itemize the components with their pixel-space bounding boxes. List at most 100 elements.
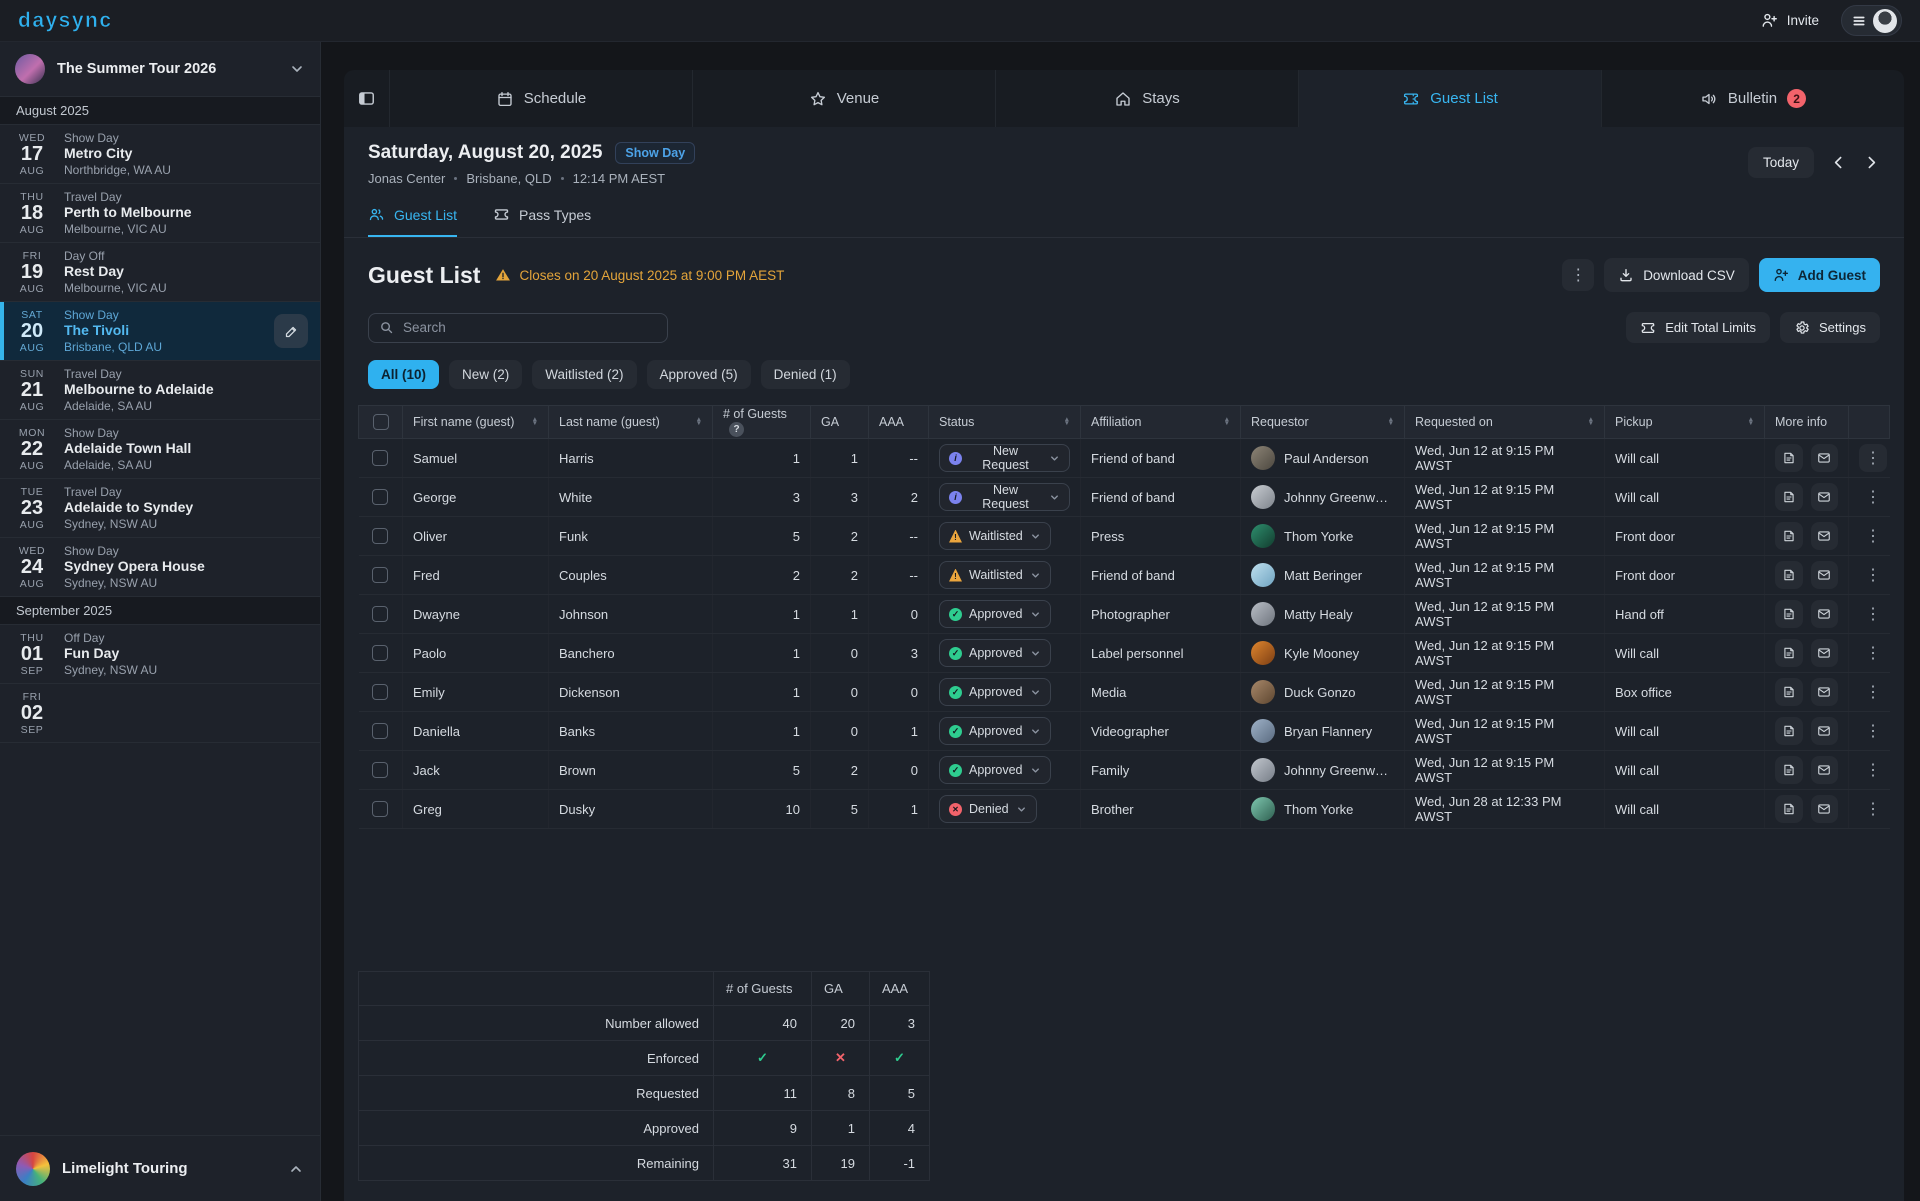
notes-button[interactable] [1775,444,1803,472]
sidebar-day-aug24[interactable]: WED 24 AUG Show Day Sydney Opera House Sydne… [0,538,320,597]
email-button[interactable] [1810,795,1838,823]
row-checkbox[interactable] [372,723,389,739]
row-checkbox-cell[interactable] [358,594,403,634]
email-button[interactable] [1810,444,1838,472]
row-kebab-button[interactable]: ⋮ [1859,639,1887,667]
filter-waitlisted[interactable]: Waitlisted (2) [532,360,637,389]
col-affiliation[interactable]: Affiliation ▲ ▼ [1080,405,1241,439]
row-checkbox[interactable] [372,645,389,661]
col-ga[interactable]: GA [810,405,869,439]
next-day-button[interactable] [1863,154,1880,171]
subtab-pass-types[interactable]: Pass Types [493,206,591,237]
status-select[interactable]: Approved [939,717,1051,745]
email-button[interactable] [1810,600,1838,628]
status-select[interactable]: Approved [939,756,1051,784]
notes-button[interactable] [1775,522,1803,550]
col-requested-on[interactable]: Requested on ▲ ▼ [1404,405,1605,439]
filter-denied[interactable]: Denied (1) [760,360,850,389]
filter-new[interactable]: New (2) [449,360,523,389]
email-button[interactable] [1810,678,1838,706]
prev-day-button[interactable] [1830,154,1847,171]
row-checkbox[interactable] [372,567,389,583]
row-checkbox[interactable] [372,489,389,505]
row-checkbox[interactable] [372,684,389,700]
subtab-guest-list[interactable]: Guest List [368,206,458,237]
edit-day-button[interactable] [274,314,308,348]
more-options-button[interactable]: ⋮ [1562,259,1595,291]
edit-total-limits-button[interactable]: Edit Total Limits [1626,312,1771,343]
notes-button[interactable] [1775,678,1803,706]
sidebar-day-sep01[interactable]: THU 01 SEP Off Day Fun Day Sydney, NSW AU [0,625,320,684]
filter-all[interactable]: All (10) [368,360,440,389]
row-checkbox-cell[interactable] [358,672,403,712]
help-icon[interactable]: ? [729,422,744,437]
status-select[interactable]: New Request [939,444,1070,472]
col-num-guests[interactable]: # of Guests? [712,405,811,439]
row-checkbox[interactable] [372,450,389,466]
row-checkbox-cell[interactable] [358,516,403,556]
notes-button[interactable] [1775,756,1803,784]
notes-button[interactable] [1775,639,1803,667]
row-checkbox-cell[interactable] [358,438,403,478]
sidebar-day-sep02[interactable]: FRI 02 SEP [0,684,320,743]
sidebar-day-aug23[interactable]: TUE 23 AUG Travel Day Adelaide to Syndey Syd… [0,479,320,538]
sidebar-day-aug17[interactable]: WED 17 AUG Show Day Metro City Northbridge, … [0,125,320,184]
row-kebab-button[interactable]: ⋮ [1859,600,1887,628]
collapse-sidebar-tab[interactable] [344,70,390,127]
row-kebab-button[interactable]: ⋮ [1859,444,1887,472]
download-csv-button[interactable]: Download CSV [1604,258,1749,292]
row-kebab-button[interactable]: ⋮ [1859,756,1887,784]
status-select[interactable]: Approved [939,600,1051,628]
notes-button[interactable] [1775,483,1803,511]
row-checkbox-cell[interactable] [358,477,403,517]
row-checkbox[interactable] [372,801,389,817]
status-select[interactable]: Waitlisted [939,522,1051,550]
tab-guest-list[interactable]: Guest List [1299,70,1602,127]
email-button[interactable] [1810,522,1838,550]
notes-button[interactable] [1775,795,1803,823]
row-kebab-button[interactable]: ⋮ [1859,717,1887,745]
email-button[interactable] [1810,561,1838,589]
status-select[interactable]: Approved [939,639,1051,667]
row-kebab-button[interactable]: ⋮ [1859,483,1887,511]
sidebar-day-aug20-selected[interactable]: SAT 20 AUG Show Day The Tivoli Brisbane, QLD… [0,302,320,361]
select-all-checkbox[interactable] [358,405,403,439]
sidebar-day-aug21[interactable]: SUN 21 AUG Travel Day Melbourne to Adelaide… [0,361,320,420]
sidebar-day-aug19[interactable]: FRI 19 AUG Day Off Rest Day Melbourne, VIC A… [0,243,320,302]
tab-schedule[interactable]: Schedule [390,70,693,127]
sidebar-day-aug18[interactable]: THU 18 AUG Travel Day Perth to Melbourne Mel… [0,184,320,243]
invite-button[interactable]: Invite [1761,12,1819,29]
row-kebab-button[interactable]: ⋮ [1859,678,1887,706]
search-input[interactable] [403,320,657,335]
row-checkbox-cell[interactable] [358,750,403,790]
col-last-name[interactable]: Last name (guest) ▲ ▼ [548,405,713,439]
email-button[interactable] [1810,483,1838,511]
row-kebab-button[interactable]: ⋮ [1859,795,1887,823]
row-checkbox-cell[interactable] [358,633,403,673]
tour-selector[interactable]: The Summer Tour 2026 [0,42,320,97]
status-select[interactable]: New Request [939,483,1070,511]
sidebar-day-aug22[interactable]: MON 22 AUG Show Day Adelaide Town Hall Adela… [0,420,320,479]
notes-button[interactable] [1775,600,1803,628]
notes-button[interactable] [1775,717,1803,745]
today-button[interactable]: Today [1747,147,1814,178]
row-kebab-button[interactable]: ⋮ [1859,561,1887,589]
email-button[interactable] [1810,639,1838,667]
add-guest-button[interactable]: Add Guest [1758,258,1880,292]
email-button[interactable] [1810,756,1838,784]
col-first-name[interactable]: First name (guest) ▲ ▼ [402,405,549,439]
row-checkbox-cell[interactable] [358,711,403,751]
row-checkbox[interactable] [372,606,389,622]
col-status[interactable]: Status ▲ ▼ [928,405,1081,439]
row-checkbox[interactable] [372,528,389,544]
row-checkbox-cell[interactable] [358,789,403,829]
row-checkbox-cell[interactable] [358,555,403,595]
col-requestor[interactable]: Requestor ▲ ▼ [1240,405,1405,439]
col-aaa[interactable]: AAA [868,405,929,439]
org-switcher[interactable]: Limelight Touring [0,1135,320,1201]
col-pickup[interactable]: Pickup ▲ ▼ [1604,405,1765,439]
row-kebab-button[interactable]: ⋮ [1859,522,1887,550]
notes-button[interactable] [1775,561,1803,589]
settings-button[interactable]: Settings [1780,312,1880,343]
status-select[interactable]: Approved [939,678,1051,706]
